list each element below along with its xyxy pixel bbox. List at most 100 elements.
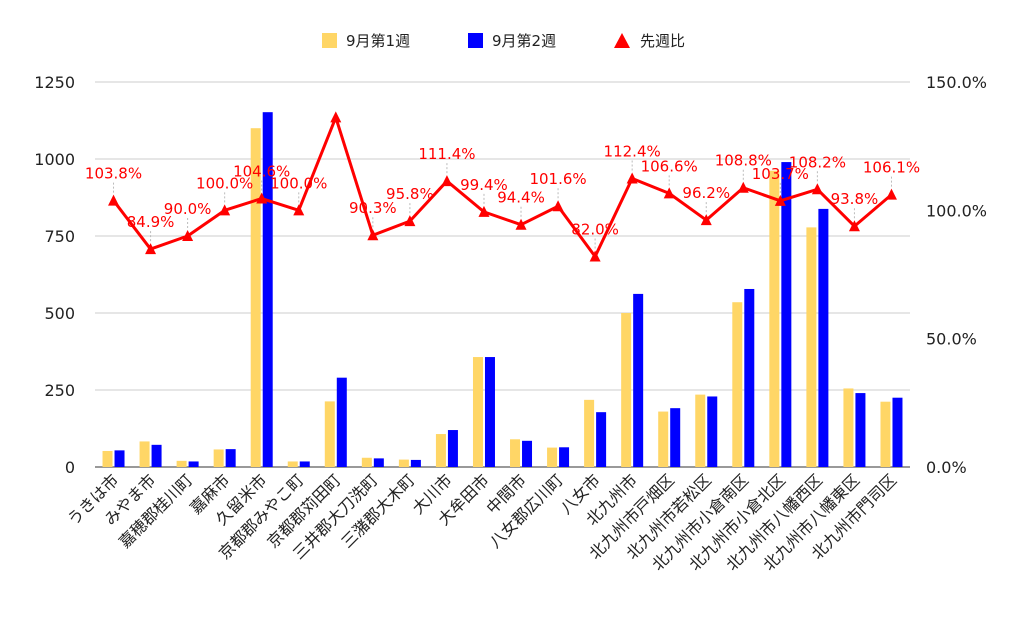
ratio-label: 104.6% [233, 163, 290, 181]
bar-week2 [559, 447, 570, 467]
bar-week2 [522, 440, 533, 467]
ratio-label: 108.8% [715, 152, 772, 170]
bar-week1 [880, 401, 891, 467]
bar-week2 [818, 208, 829, 467]
ratio-point [330, 111, 342, 123]
bar-week2 [596, 412, 607, 467]
bar-week1 [584, 399, 595, 467]
left-tick-label: 500 [44, 304, 75, 323]
ratio-point [626, 172, 638, 184]
ratio-point [219, 204, 231, 216]
bar-week1 [324, 401, 335, 467]
bar-week1 [806, 227, 817, 467]
ratio-label: 101.6% [529, 170, 586, 188]
bars [102, 112, 903, 468]
left-tick-label: 250 [44, 381, 75, 400]
bar-week2 [299, 461, 310, 467]
ratio-point [441, 175, 453, 187]
left-axis-ticks: 0 250 500 750 1000 1250 [34, 73, 75, 477]
legend-label-week2: 9月第2週 [492, 32, 556, 50]
ratio-label: 93.8% [831, 190, 879, 208]
bar-week1 [139, 441, 150, 467]
ratio-label: 103.7% [752, 165, 809, 183]
ratio-label: 103.8% [85, 165, 142, 183]
ratio-point [700, 214, 712, 226]
legend-swatch-week2 [468, 33, 483, 48]
ratio-line-path [112, 115, 893, 259]
bar-week2 [670, 408, 681, 467]
ratio-point [367, 229, 379, 241]
bar-week1 [472, 357, 483, 467]
ratio-label: 95.8% [386, 185, 434, 203]
ratio-line [108, 111, 897, 262]
bar-week2 [373, 458, 384, 467]
ratio-label: 106.1% [863, 159, 920, 177]
legend-label-ratio: 先週比 [640, 32, 685, 50]
bar-week2 [781, 162, 792, 467]
ratio-label: 94.4% [497, 189, 545, 207]
bar-week1 [621, 313, 632, 467]
legend-swatch-week1 [322, 33, 337, 48]
bar-week1 [287, 461, 298, 467]
ratio-label: 96.2% [682, 184, 730, 202]
right-tick-label: 50.0% [926, 330, 977, 349]
bar-week1 [213, 449, 224, 467]
ratio-point [256, 192, 268, 204]
bar-week2 [225, 449, 236, 467]
bar-week2 [744, 288, 755, 467]
ratio-label: 108.2% [789, 153, 846, 171]
bar-week1 [398, 459, 409, 467]
bar-week2 [447, 430, 458, 467]
category-labels: うきは市みやま市嘉穂郡桂川町嘉麻市久留米市京都郡みやこ町京都郡苅田町三井郡大刀洗… [64, 470, 901, 574]
bar-week1 [435, 434, 446, 467]
ratio-label: 112.4% [604, 143, 661, 161]
bar-week2 [188, 461, 199, 467]
bar-week2 [892, 397, 903, 467]
legend-marker-ratio [614, 33, 630, 48]
ratio-point [737, 181, 749, 193]
right-tick-label: 0.0% [926, 458, 967, 477]
ratio-point [478, 205, 490, 217]
bar-week2 [151, 444, 162, 467]
ratio-point [145, 243, 157, 255]
ratio-label: 90.0% [164, 200, 212, 218]
ratio-label: 84.9% [127, 213, 175, 231]
ratio-label: 90.3% [349, 199, 397, 217]
ratio-label: 106.6% [641, 157, 698, 175]
bar-week1 [510, 439, 521, 467]
ratio-label: 111.4% [418, 145, 475, 163]
bar-week2 [114, 450, 125, 467]
left-tick-label: 1250 [34, 73, 75, 92]
bar-week2 [855, 393, 866, 467]
ratio-point [293, 204, 305, 216]
left-tick-label: 0 [65, 458, 75, 477]
legend-label-week1: 9月第1週 [346, 32, 410, 50]
ratio-point [848, 220, 860, 232]
ratio-label: 99.4% [460, 176, 508, 194]
ratio-point [404, 215, 416, 227]
bar-week1 [732, 302, 743, 467]
bar-week1 [547, 447, 558, 467]
ratio-label: 100.0% [270, 174, 327, 192]
legend: 9月第1週 9月第2週 先週比 [322, 32, 685, 50]
left-tick-label: 750 [44, 227, 75, 246]
right-tick-label: 150.0% [926, 73, 987, 92]
bar-week1 [658, 411, 669, 467]
bar-week2 [633, 293, 644, 467]
bar-week1 [176, 460, 187, 467]
right-axis-ticks: 0.0% 50.0% 100.0% 150.0% [926, 73, 987, 477]
bar-week1 [695, 394, 706, 467]
ratio-point [515, 218, 527, 230]
ratio-label: 100.0% [196, 174, 253, 192]
bar-week1 [361, 457, 372, 467]
ratio-point [663, 187, 675, 199]
ratio-point [885, 188, 897, 200]
ratio-point [774, 194, 786, 206]
ratio-point [589, 250, 601, 262]
bar-week1 [102, 450, 113, 467]
bar-week2 [336, 377, 347, 467]
ratio-label: 82.0% [571, 221, 619, 239]
bar-week2 [484, 357, 495, 467]
bar-week1 [769, 170, 780, 468]
